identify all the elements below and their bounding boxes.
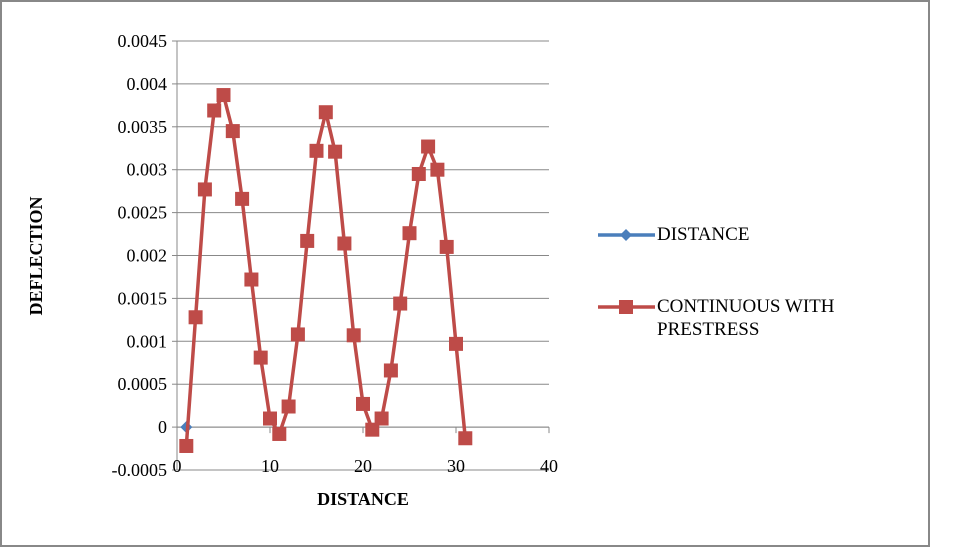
marker bbox=[281, 399, 296, 414]
y-tick-label: 0.001 bbox=[127, 331, 168, 351]
marker bbox=[207, 103, 222, 118]
marker bbox=[328, 144, 343, 159]
marker bbox=[365, 422, 380, 437]
marker bbox=[197, 182, 212, 197]
x-tick-label: 40 bbox=[540, 456, 558, 476]
x-tick-label: 10 bbox=[261, 456, 279, 476]
legend-label: DISTANCE bbox=[657, 224, 750, 245]
y-tick-label: 0.003 bbox=[127, 160, 168, 180]
marker bbox=[216, 88, 231, 103]
marker bbox=[619, 300, 633, 314]
marker bbox=[337, 236, 352, 251]
marker bbox=[620, 229, 632, 241]
x-axis-title: DISTANCE bbox=[317, 489, 409, 509]
y-tick-label: 0.004 bbox=[127, 74, 168, 94]
y-tick-label: 0.0035 bbox=[118, 117, 168, 137]
marker bbox=[263, 411, 277, 426]
x-tick-label: 30 bbox=[447, 456, 465, 476]
marker bbox=[449, 336, 463, 351]
x-tick-label: 0 bbox=[173, 456, 182, 476]
marker bbox=[179, 438, 194, 453]
marker bbox=[421, 139, 436, 154]
marker bbox=[439, 239, 454, 254]
marker bbox=[300, 233, 315, 248]
marker bbox=[393, 296, 408, 311]
marker bbox=[430, 162, 445, 177]
marker bbox=[383, 363, 398, 378]
marker bbox=[253, 350, 268, 365]
y-tick-label: 0 bbox=[158, 417, 167, 437]
marker bbox=[318, 105, 333, 120]
chart-frame bbox=[0, 0, 930, 547]
marker bbox=[290, 327, 305, 342]
marker bbox=[458, 431, 473, 446]
y-tick-label: 0.002 bbox=[127, 246, 168, 266]
marker bbox=[411, 166, 426, 181]
marker bbox=[272, 426, 287, 441]
marker bbox=[309, 143, 324, 158]
marker bbox=[356, 396, 370, 411]
y-tick-label: 0.0015 bbox=[118, 288, 168, 308]
y-tick-label: 0.0025 bbox=[118, 203, 168, 223]
marker bbox=[244, 272, 259, 287]
marker bbox=[346, 328, 361, 343]
x-tick-label: 20 bbox=[354, 456, 372, 476]
legend-label: CONTINUOUS WITH PRESTRESS bbox=[657, 296, 835, 340]
y-tick-label: 0.0005 bbox=[118, 374, 168, 394]
marker bbox=[188, 310, 203, 325]
y-tick-label: -0.0005 bbox=[112, 460, 168, 480]
marker bbox=[402, 226, 417, 241]
marker bbox=[225, 124, 240, 139]
y-tick-label: 0.0045 bbox=[118, 31, 168, 51]
marker bbox=[235, 191, 250, 206]
y-axis-title: DEFLECTION bbox=[26, 196, 46, 315]
marker bbox=[374, 411, 389, 426]
